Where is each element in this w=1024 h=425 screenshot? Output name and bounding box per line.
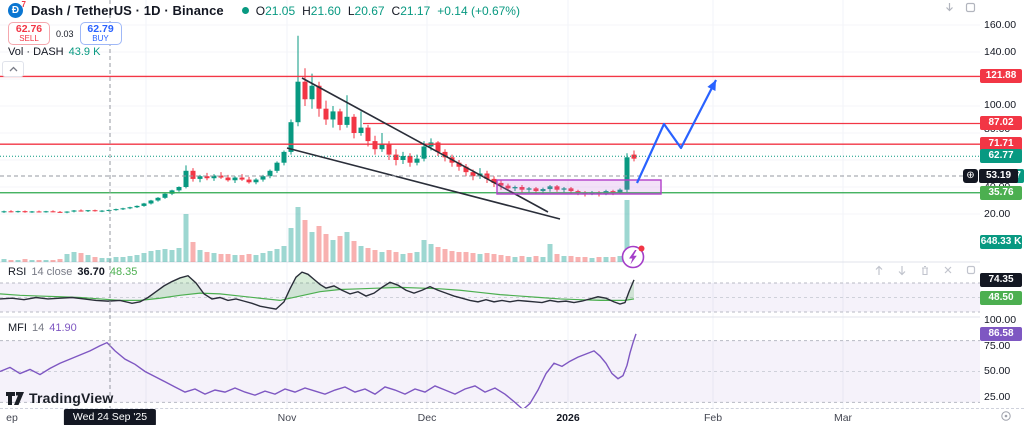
price-label-140.00: 140.00 <box>984 46 1017 58</box>
ohlc-values: O21.05 H21.60 L20.67 C21.17 +0.14 (+0.67… <box>241 3 520 18</box>
dash-coin-icon: Đ 7 <box>8 0 26 18</box>
mfi-value: 41.90 <box>49 322 77 334</box>
price-axis[interactable]: 160.00140.00100.0080.0040.0020.00100.007… <box>963 0 1024 408</box>
market-status-icon <box>241 7 249 14</box>
price-label-100.00: 100.00 <box>984 314 1017 326</box>
high-value: 21.60 <box>310 3 341 18</box>
price-label-75.00: 75.00 <box>984 340 1011 352</box>
chart-corner-controls <box>941 1 978 14</box>
open-value: 21.05 <box>265 3 296 18</box>
time-label-ep: ep <box>6 412 18 424</box>
time-label-2026: 2026 <box>556 412 580 424</box>
time-label-Feb: Feb <box>703 412 723 424</box>
price-label-25.00: 25.00 <box>984 391 1011 403</box>
time-label-Mar: Mar <box>833 412 853 424</box>
collapse-pane-icon[interactable] <box>941 264 955 276</box>
rsi-legend: RSI 14 close 36.70 48.35 <box>8 266 138 278</box>
rsi-title: RSI <box>8 266 27 278</box>
volume-legend: Vol · DASH 43.9 K <box>8 46 101 58</box>
time-label-Dec: Dec <box>417 412 437 424</box>
price-badge-35.76: 35.76 <box>980 186 1022 200</box>
price-label-50.00: 50.00 <box>984 365 1011 377</box>
collapse-legend-button[interactable] <box>2 61 24 77</box>
price-label-100.00: 100.00 <box>984 99 1017 111</box>
pane-toolbar <box>872 264 978 276</box>
projection-arrow <box>635 79 717 184</box>
price-label-160.00: 160.00 <box>984 19 1017 31</box>
rsi-value: 36.70 <box>77 266 105 278</box>
price-label-20.00: 20.00 <box>984 208 1011 220</box>
sell-button[interactable]: 62.76 SELL <box>8 22 50 45</box>
symbol-title[interactable]: Dash / TetherUS · 1D · Binance <box>31 3 224 18</box>
mfi-legend: MFI 14 41.90 <box>8 322 77 334</box>
price-badge-121.88: 121.88 <box>980 69 1022 83</box>
rsi-ma-value: 48.35 <box>109 266 138 278</box>
tradingview-logo[interactable]: TradingView <box>6 390 113 406</box>
scroll-down-icon[interactable] <box>941 1 957 14</box>
crosshair-price-row: ⊕ 53.19 <box>963 169 1018 183</box>
maximize-pane-icon[interactable] <box>962 1 978 14</box>
trade-buttons: 62.76 SELL 0.03 62.79 BUY <box>8 22 122 45</box>
tradingview-mark-icon <box>6 392 24 405</box>
timezone-settings-icon[interactable] <box>998 409 1014 423</box>
time-axis[interactable]: eptNovDec2026FebMarWed 24 Sep '25 <box>0 408 1024 425</box>
price-badge-87.02: 87.02 <box>980 116 1022 130</box>
delete-pane-icon[interactable] <box>918 264 932 276</box>
add-alert-plus-icon[interactable]: ⊕ <box>963 169 978 183</box>
tradingview-logo-text: TradingView <box>29 390 114 406</box>
low-value: 20.67 <box>354 3 385 18</box>
crosshair-date-badge: Wed 24 Sep '25 <box>63 409 157 425</box>
crosshair-price-badge: 53.19 <box>979 169 1018 183</box>
price-badge-648.33K: 648.33 K <box>980 235 1022 249</box>
chevron-up-icon <box>9 66 17 72</box>
price-badge-74.35: 74.35 <box>980 273 1022 287</box>
mfi-title: MFI <box>8 322 27 334</box>
price-badge-71.71: 71.71 <box>980 137 1022 151</box>
notification-badge: 7 <box>21 0 26 9</box>
move-pane-up-icon[interactable] <box>872 264 886 276</box>
move-pane-down-icon[interactable] <box>895 264 909 276</box>
symbol-header: Đ 7 Dash / TetherUS · 1D · Binance O21.0… <box>8 0 520 18</box>
price-badge-62.77: 62.77 <box>980 149 1022 163</box>
buy-button[interactable]: 62.79 BUY <box>79 22 122 45</box>
change-value: +0.14 (+0.67%) <box>437 3 520 18</box>
price-badge-48.50: 48.50 <box>980 291 1022 305</box>
price-badge-86.58: 86.58 <box>980 327 1022 341</box>
time-label-Nov: Nov <box>277 412 297 424</box>
maximize-pane-icon[interactable] <box>964 264 978 276</box>
spread-value: 0.03 <box>56 28 74 39</box>
close-value: 21.17 <box>400 3 431 18</box>
